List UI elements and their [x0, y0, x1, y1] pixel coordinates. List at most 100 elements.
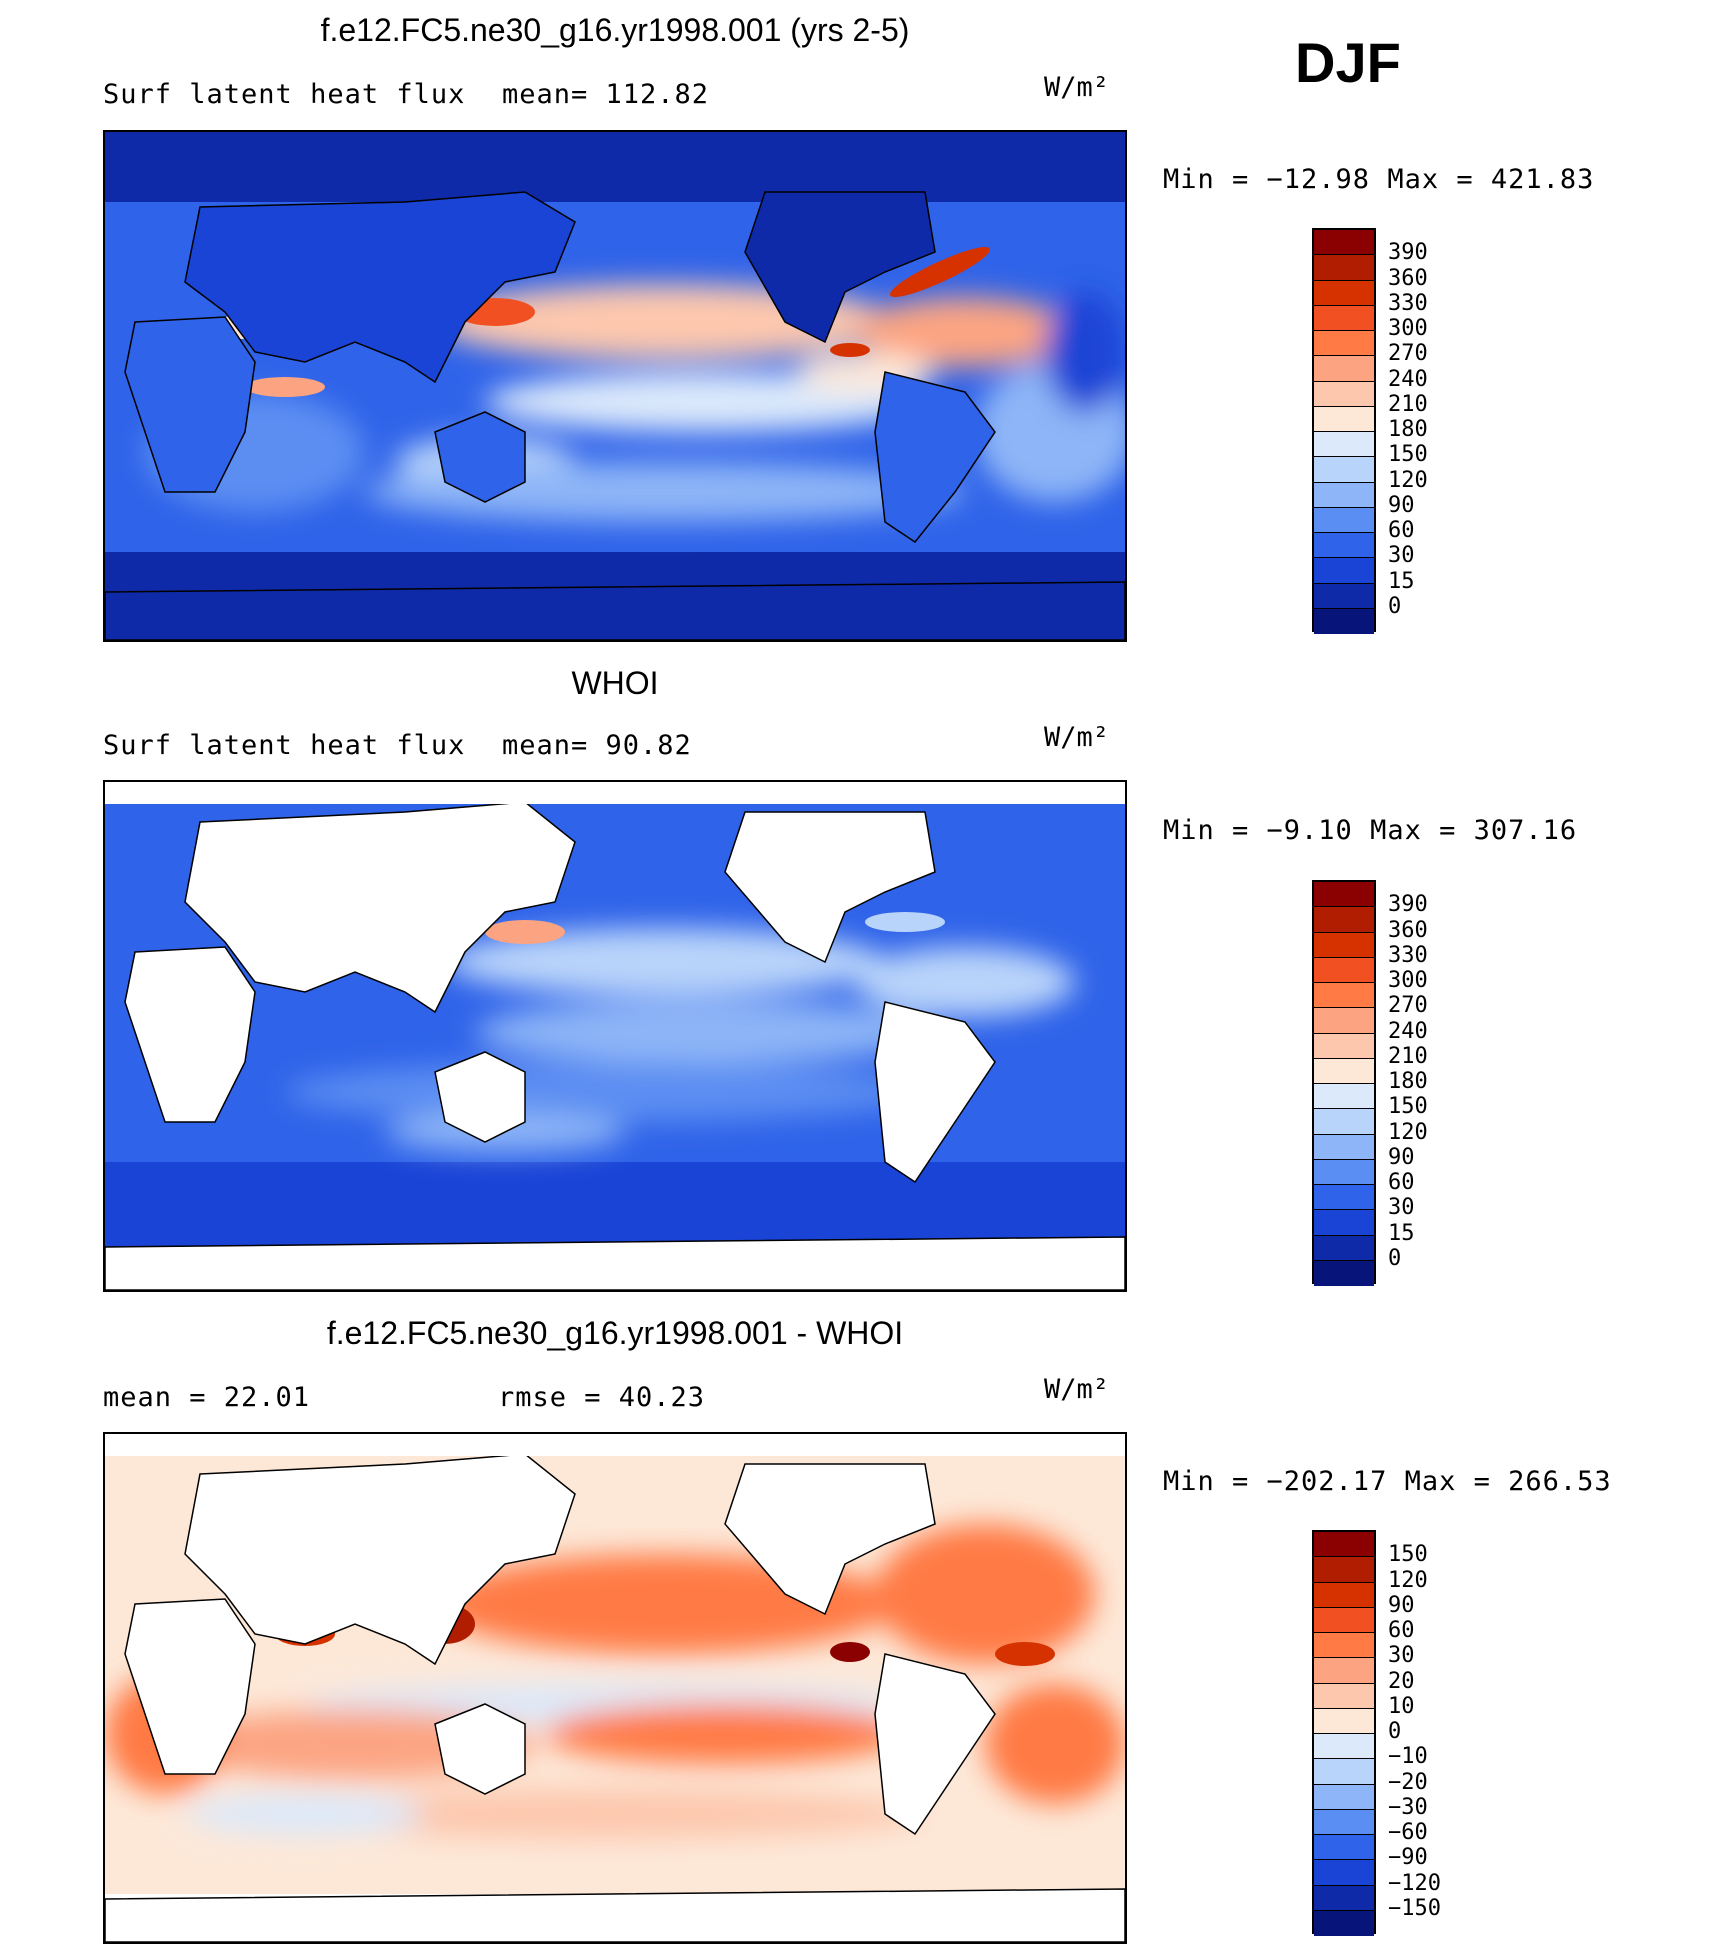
colorbar-swatch — [1314, 1658, 1374, 1684]
colorbar-tick-label: 90 — [1388, 492, 1415, 518]
colorbar-swatch — [1314, 1058, 1374, 1084]
panel-2-title: WHOI — [571, 665, 659, 701]
colorbar-swatch — [1314, 608, 1374, 634]
colorbar-tick-label: 90 — [1388, 1592, 1415, 1618]
colorbar-tick-label: 330 — [1388, 942, 1428, 968]
panel-3-colorbar — [1312, 1530, 1376, 1936]
colorbar-swatch — [1314, 331, 1374, 357]
colorbar-swatch — [1314, 1759, 1374, 1785]
colorbar-swatch — [1314, 1260, 1374, 1286]
colorbar-tick-label: 300 — [1388, 968, 1428, 993]
colorbar-swatch — [1314, 1860, 1374, 1886]
panel-3-map — [103, 1432, 1127, 1944]
colorbar-swatch — [1314, 533, 1374, 559]
colorbar-tick-label: 360 — [1388, 917, 1428, 943]
colorbar-swatch — [1314, 255, 1374, 281]
colorbar-tick-label: −120 — [1388, 1870, 1441, 1896]
colorbar-tick-label: 330 — [1388, 290, 1428, 316]
colorbar-tick-label: 15 — [1388, 1220, 1415, 1246]
model-field-svg — [105, 132, 1125, 640]
colorbar-swatch — [1314, 482, 1374, 508]
colorbar-tick-label: 360 — [1388, 265, 1428, 291]
panel-2-minmax: Min = −9.10 Max = 307.16 — [1163, 815, 1578, 846]
colorbar-tick-label: −60 — [1388, 1820, 1428, 1845]
colorbar-tick-label: 30 — [1388, 1195, 1415, 1221]
panel-3-mean-label: mean = 22.01 — [103, 1382, 311, 1413]
colorbar-tick-label: −30 — [1388, 1794, 1428, 1820]
difference-field-svg — [105, 1434, 1125, 1942]
colorbar-swatch — [1314, 1708, 1374, 1734]
colorbar-tick-label: 0 — [1388, 593, 1402, 619]
panel-3-title: f.e12.FC5.ne30_g16.yr1998.001 - WHOI — [326, 1315, 904, 1351]
colorbar-tick-label: 180 — [1388, 417, 1428, 442]
colorbar-tick-label: 15 — [1388, 568, 1415, 594]
colorbar-swatch — [1314, 381, 1374, 407]
colorbar-swatch — [1314, 280, 1374, 306]
colorbar-swatch — [1314, 1683, 1374, 1709]
colorbar-swatch — [1314, 1008, 1374, 1034]
observed-field-svg — [105, 782, 1125, 1290]
colorbar-swatch — [1314, 1185, 1374, 1211]
colorbar-swatch — [1314, 305, 1374, 331]
colorbar-swatch — [1314, 356, 1374, 382]
colorbar-swatch — [1314, 1784, 1374, 1810]
panel-1-map — [103, 130, 1127, 642]
colorbar-tick-label: 0 — [1388, 1719, 1402, 1744]
colorbar-tick-label: 390 — [1388, 892, 1428, 918]
colorbar-swatch — [1314, 1582, 1374, 1608]
colorbar-swatch — [1314, 1109, 1374, 1135]
colorbar-tick-label: 240 — [1388, 366, 1428, 392]
colorbar-tick-label: 0 — [1388, 1245, 1402, 1271]
panel-1-left-label: Surf latent heat flux — [103, 79, 466, 110]
colorbar-swatch — [1314, 558, 1374, 584]
panel-1-title: f.e12.FC5.ne30_g16.yr1998.001 (yrs 2-5) — [320, 12, 910, 48]
colorbar-swatch — [1314, 432, 1374, 458]
colorbar-tick-label: −10 — [1388, 1744, 1428, 1770]
colorbar-tick-label: −150 — [1388, 1895, 1441, 1921]
colorbar-swatch — [1314, 1134, 1374, 1160]
colorbar-tick-label: 150 — [1388, 442, 1428, 468]
colorbar-tick-label: 300 — [1388, 316, 1428, 341]
colorbar-tick-label: 30 — [1388, 543, 1415, 569]
colorbar-tick-label: 90 — [1388, 1144, 1415, 1170]
panel-2-colorbar — [1312, 880, 1376, 1286]
colorbar-swatch — [1314, 457, 1374, 483]
colorbar-swatch — [1314, 1607, 1374, 1633]
colorbar-swatch — [1314, 1809, 1374, 1835]
colorbar-tick-label: 30 — [1388, 1643, 1415, 1669]
panel-2-map — [103, 780, 1127, 1292]
colorbar-tick-label: 60 — [1388, 1618, 1415, 1643]
panel-1-mean-label: mean= 112.82 — [502, 79, 710, 110]
colorbar-swatch — [1314, 1835, 1374, 1861]
colorbar-swatch — [1314, 1557, 1374, 1583]
colorbar-tick-label: 120 — [1388, 1119, 1428, 1145]
panel-3-units: W/m² — [1044, 1374, 1110, 1405]
colorbar-swatch — [1314, 1210, 1374, 1236]
panel-2-units: W/m² — [1044, 722, 1110, 753]
colorbar-swatch — [1314, 1033, 1374, 1059]
colorbar-tick-label: 120 — [1388, 467, 1428, 493]
colorbar-swatch — [1314, 583, 1374, 609]
colorbar-swatch — [1314, 406, 1374, 432]
colorbar-swatch — [1314, 1159, 1374, 1185]
colorbar-swatch — [1314, 882, 1374, 908]
colorbar-swatch — [1314, 1633, 1374, 1659]
colorbar-tick-label: 270 — [1388, 993, 1428, 1019]
colorbar-swatch — [1314, 1084, 1374, 1110]
colorbar-tick-label: 60 — [1388, 518, 1415, 543]
colorbar-tick-label: 20 — [1388, 1668, 1415, 1694]
colorbar-swatch — [1314, 230, 1374, 256]
colorbar-swatch — [1314, 1885, 1374, 1911]
colorbar-swatch — [1314, 957, 1374, 983]
colorbar-tick-label: 150 — [1388, 1094, 1428, 1120]
colorbar-swatch — [1314, 1235, 1374, 1261]
season-label: DJF — [1295, 31, 1401, 94]
colorbar-swatch — [1314, 1734, 1374, 1760]
panel-1-minmax: Min = −12.98 Max = 421.83 — [1163, 164, 1595, 195]
colorbar-tick-label: 210 — [1388, 391, 1428, 417]
colorbar-tick-label: 180 — [1388, 1069, 1428, 1094]
panel-3-rmse-label: rmse = 40.23 — [498, 1382, 706, 1413]
colorbar-tick-label: 10 — [1388, 1693, 1415, 1719]
panel-2-left-label: Surf latent heat flux — [103, 730, 466, 761]
panel-1-colorbar — [1312, 228, 1376, 634]
